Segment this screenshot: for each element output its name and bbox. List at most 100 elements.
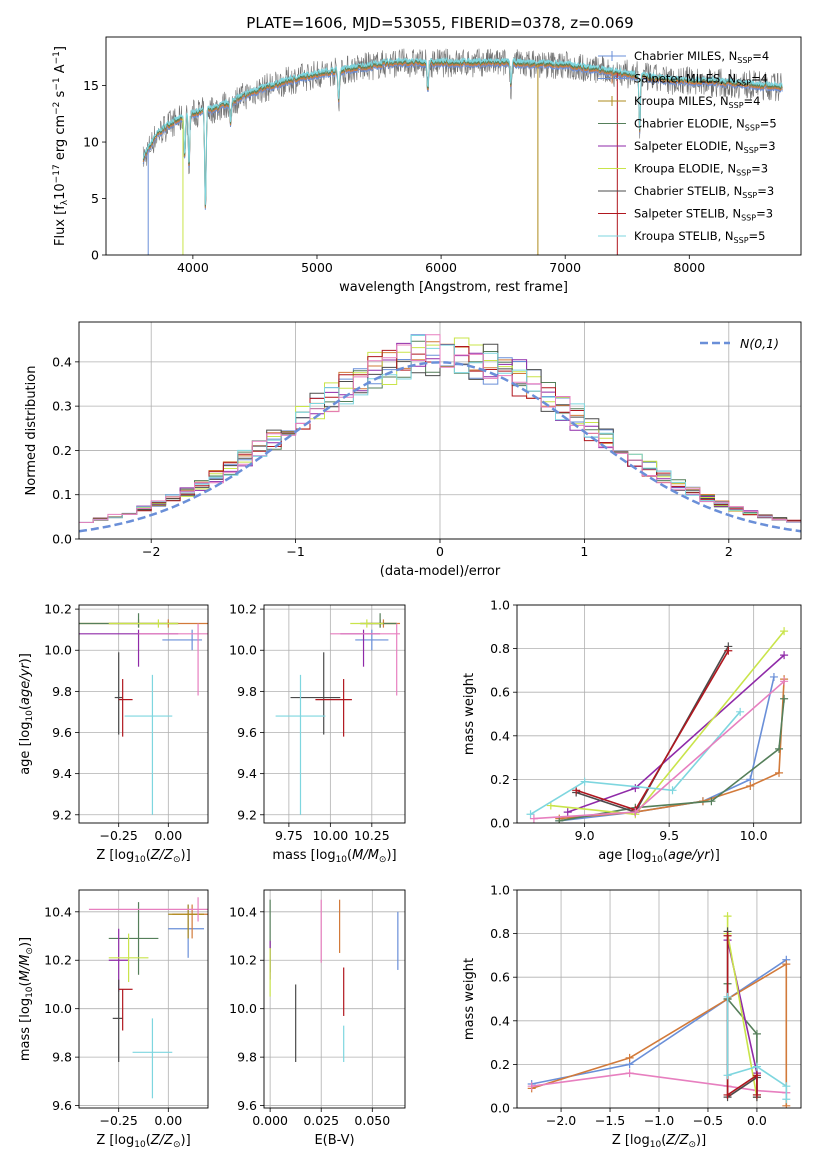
legend-label: N(0,1) bbox=[740, 336, 779, 351]
tick-label-x: −0.25 bbox=[100, 1113, 138, 1128]
tick-label-x: −0.25 bbox=[100, 828, 138, 843]
tick-label-y: 10.4 bbox=[44, 904, 72, 919]
normal-reference-curve bbox=[79, 361, 801, 533]
legend-label: Chabrier MILES, NSSP=4 bbox=[634, 49, 769, 65]
tick-label-y: 0.0 bbox=[490, 1101, 510, 1116]
mass-weight-point bbox=[746, 781, 755, 790]
tick-label-x: 9.0 bbox=[575, 828, 595, 843]
chart-mass-weight-vs-age: 9.0 9.5 10.0 0.0 0.2 0.4 0.6 0.8 1.0 age [log10(a… bbox=[462, 598, 802, 865]
chart-mass-weight-vs-metallicity: −2.0 −1.5 −1.0 −0.5 0.0 0.0 0.2 0.4 0.6 0.8 1.0 Z [… bbox=[462, 883, 802, 1150]
axes-frame bbox=[516, 604, 802, 824]
mass-weight-series bbox=[559, 676, 775, 822]
axes-frame bbox=[263, 889, 406, 1109]
plot-area bbox=[269, 899, 399, 1062]
tick-label-y: 0.8 bbox=[490, 926, 510, 941]
tick-label-x: 0.050 bbox=[354, 1113, 390, 1128]
legend-label: Salpeter STELIB, NSSP=3 bbox=[634, 207, 773, 223]
tick-label-x: 0.00 bbox=[154, 828, 182, 843]
tick-label-x: 0.000 bbox=[252, 1113, 288, 1128]
mass-weight-point bbox=[707, 797, 716, 806]
plot-area bbox=[142, 48, 783, 255]
tick-label-x: 6000 bbox=[425, 260, 457, 275]
mass-weight-point bbox=[775, 744, 784, 753]
tick-label-y: 5 bbox=[91, 191, 99, 206]
chart-age-vs-mass: 9.75 10.00 10.25 9.2 9.4 9.6 9.8 10.0 10.2 mass [… bbox=[229, 602, 406, 865]
chart-spectrum: 4000 5000 6000 7000 8000 0 5 10 15 wavelength [An… bbox=[52, 36, 802, 295]
tick-label-y: 1.0 bbox=[490, 598, 510, 613]
figure-title: PLATE=1606, MJD=53055, FIBERID=0378, z=0… bbox=[246, 14, 633, 32]
y-axis-label: mass weight bbox=[462, 958, 477, 1040]
legend-label: Salpeter MILES, NSSP=4 bbox=[634, 72, 768, 88]
tick-label-y: 10.4 bbox=[229, 904, 257, 919]
mass-weight-point bbox=[780, 651, 789, 660]
x-axis-label: mass [log10(M/M⊙)] bbox=[272, 848, 396, 865]
tick-label-y: 0.6 bbox=[490, 685, 510, 700]
tick-label-y: 0.6 bbox=[490, 970, 510, 985]
y-axis-label: mass weight bbox=[462, 673, 477, 755]
plot-area bbox=[527, 912, 791, 1108]
tick-label-y: 9.6 bbox=[52, 1098, 72, 1113]
mass-weight-point bbox=[625, 1069, 634, 1078]
tick-label-x: −1 bbox=[286, 544, 304, 559]
observed-spectrum bbox=[142, 48, 783, 205]
chart-residual-histogram: −2 −1 0 1 2 0.0 0.1 0.2 0.3 0.4 (data-model)/error… bbox=[24, 321, 802, 579]
tick-label-y: 10.2 bbox=[44, 953, 72, 968]
mass-weight-point bbox=[724, 646, 733, 655]
tick-label-y: 0.4 bbox=[490, 728, 510, 743]
plot-area bbox=[79, 613, 208, 815]
mass-weight-point bbox=[775, 768, 784, 777]
tick-label-y: 0.4 bbox=[52, 354, 72, 369]
plot-area bbox=[88, 897, 208, 1099]
tick-label-y: 9.4 bbox=[52, 766, 72, 781]
tick-label-y: 0.2 bbox=[490, 772, 510, 787]
tick-label-x: 10.0 bbox=[740, 828, 768, 843]
mass-weight-series bbox=[567, 654, 785, 813]
mass-weight-point bbox=[723, 912, 732, 921]
tick-label-y: 0 bbox=[91, 248, 99, 263]
tick-label-y: 10.0 bbox=[44, 643, 72, 658]
tick-label-y: 0.2 bbox=[490, 1057, 510, 1072]
tick-label-y: 0.4 bbox=[490, 1013, 510, 1028]
tick-label-y: 10.2 bbox=[44, 602, 72, 617]
tick-label-y: 10.2 bbox=[229, 953, 257, 968]
y-axis-label: age [log10(age/yr)] bbox=[18, 653, 35, 775]
mass-weight-point bbox=[723, 1071, 732, 1080]
tick-label-x: 4000 bbox=[177, 260, 209, 275]
tick-label-x: 8000 bbox=[673, 260, 705, 275]
tick-label-x: 5000 bbox=[301, 260, 333, 275]
tick-label-y: 10.0 bbox=[229, 1001, 257, 1016]
mass-weight-point bbox=[752, 1029, 761, 1038]
plot-area bbox=[79, 334, 801, 533]
mass-weight-point bbox=[563, 808, 572, 817]
x-axis-label: Z [log10(Z/Z⊙)] bbox=[612, 1133, 706, 1150]
tick-label-y: 9.6 bbox=[52, 725, 72, 740]
tick-label-y: 0.3 bbox=[52, 399, 72, 414]
mass-weight-point bbox=[572, 786, 581, 795]
mass-weight-point bbox=[752, 1071, 761, 1080]
legend-label: Salpeter ELODIE, NSSP=3 bbox=[634, 139, 776, 155]
axes-frame bbox=[78, 604, 209, 824]
x-axis-label: (data-model)/error bbox=[380, 564, 501, 579]
mass-weight-point bbox=[723, 992, 732, 1001]
tick-label-y: 9.6 bbox=[237, 725, 257, 740]
tick-label-x: 10.00 bbox=[312, 828, 348, 843]
x-axis-label: Z [log10(Z/Z⊙)] bbox=[96, 1133, 190, 1150]
tick-label-x: 0.025 bbox=[303, 1113, 339, 1128]
mass-weight-point bbox=[780, 677, 789, 686]
tick-label-x: −2 bbox=[142, 544, 160, 559]
tick-label-y: 0.2 bbox=[52, 443, 72, 458]
plot-area bbox=[275, 613, 401, 815]
legend-label: Kroupa STELIB, NSSP=5 bbox=[634, 229, 765, 245]
mass-weight-point bbox=[752, 1090, 761, 1099]
mass-weight-point bbox=[526, 810, 535, 819]
tick-label-y: 15 bbox=[83, 78, 99, 93]
mass-weight-point bbox=[723, 1090, 732, 1099]
tick-label-y: 9.8 bbox=[237, 1050, 257, 1065]
mass-weight-series bbox=[575, 646, 729, 814]
tick-label-x: −2.0 bbox=[546, 1113, 576, 1128]
mass-weight-series bbox=[530, 711, 741, 815]
axes-frame bbox=[263, 604, 406, 824]
mass-weight-series bbox=[531, 959, 787, 1085]
axes-frame bbox=[516, 889, 802, 1109]
